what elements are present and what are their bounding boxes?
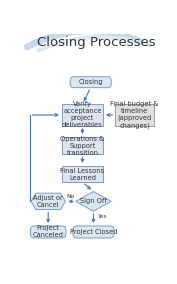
FancyArrowPatch shape <box>27 31 140 47</box>
FancyBboxPatch shape <box>73 226 114 238</box>
Text: Yes: Yes <box>97 214 107 219</box>
Text: Final budget &
timeline
(approved
changes): Final budget & timeline (approved change… <box>110 101 159 129</box>
Text: Sign Off: Sign Off <box>80 198 107 204</box>
Polygon shape <box>31 193 65 210</box>
Text: Closing Processes: Closing Processes <box>37 36 156 49</box>
FancyBboxPatch shape <box>30 226 66 238</box>
FancyArrowPatch shape <box>38 37 150 51</box>
Text: Project Closed: Project Closed <box>70 229 117 235</box>
FancyBboxPatch shape <box>62 104 103 126</box>
FancyBboxPatch shape <box>62 137 103 154</box>
Text: No: No <box>66 195 75 199</box>
FancyBboxPatch shape <box>115 104 154 126</box>
Text: Operations &
Support
transition: Operations & Support transition <box>60 135 105 156</box>
Polygon shape <box>76 191 111 211</box>
Text: Closing: Closing <box>78 79 103 85</box>
Text: Verify
acceptance
project
deliverables: Verify acceptance project deliverables <box>62 101 103 128</box>
Text: Final Lessons
Learned: Final Lessons Learned <box>61 168 104 181</box>
FancyBboxPatch shape <box>70 77 111 88</box>
Text: Project
Canceled: Project Canceled <box>33 225 64 239</box>
Text: Adjust or
Cancel: Adjust or Cancel <box>33 195 63 208</box>
FancyBboxPatch shape <box>62 166 103 182</box>
